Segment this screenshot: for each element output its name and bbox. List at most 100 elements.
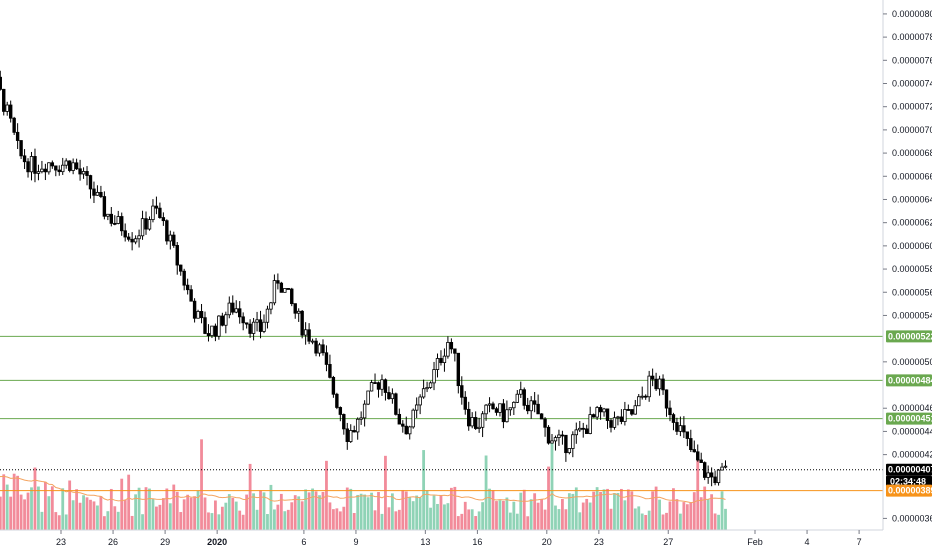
volume-bar — [366, 497, 370, 530]
candle-body — [258, 319, 263, 332]
volume-bar — [651, 491, 655, 530]
volume-bar — [665, 512, 668, 530]
volume-bar — [165, 488, 169, 530]
price-tick-label: 0.00000540 — [892, 310, 932, 320]
volume-bar — [515, 513, 519, 530]
volume-bar — [561, 498, 564, 530]
candle-body — [158, 207, 162, 218]
candle-body — [480, 413, 485, 428]
volume-bar — [127, 474, 131, 530]
time-tick-label: 13 — [420, 537, 430, 547]
candle-body — [95, 191, 100, 196]
time-tick-label: 20 — [542, 537, 552, 547]
volume-bar — [377, 492, 380, 530]
volume-bar — [620, 488, 623, 530]
price-tick-label: 0.00000640 — [892, 194, 932, 204]
volume-bar — [297, 496, 301, 530]
candle-body — [338, 407, 343, 415]
candle-body — [102, 196, 107, 217]
candle-body — [449, 342, 454, 350]
volume-bar — [522, 489, 526, 530]
candle-body — [716, 469, 721, 484]
volume-bar — [92, 501, 96, 530]
candle-body — [224, 314, 228, 326]
volume-bar — [623, 500, 627, 530]
candle-body — [36, 171, 41, 174]
volume-bar — [210, 513, 214, 530]
candle-body — [612, 417, 617, 428]
candle-body — [29, 156, 34, 173]
volume-bar — [661, 514, 665, 530]
price-tick-label: 0.00000660 — [892, 171, 932, 181]
candle-body — [668, 407, 672, 416]
candle-body — [689, 438, 693, 450]
candle-body — [630, 409, 634, 415]
candle-body — [463, 396, 467, 410]
volume-bar — [640, 513, 644, 530]
volume-bar — [647, 510, 651, 530]
volume-bar — [9, 496, 13, 530]
volume-bar — [484, 455, 488, 530]
volume-bar — [78, 502, 82, 530]
candle-body — [331, 376, 336, 395]
volume-bar — [547, 466, 550, 530]
candle-body — [650, 375, 655, 380]
volume-bar — [172, 484, 176, 530]
candle-body — [314, 340, 318, 354]
candle-body — [605, 408, 610, 421]
volume-bar — [238, 510, 242, 530]
volume-bar — [2, 474, 6, 530]
candle-body — [425, 387, 429, 390]
volume-bar — [668, 501, 672, 530]
volume-bar — [40, 511, 44, 530]
candle-body — [227, 302, 231, 316]
volume-bar — [436, 503, 439, 530]
volume-bar — [293, 495, 297, 530]
volume-bar — [71, 500, 75, 530]
candle-body — [536, 403, 540, 415]
time-tick-label: 23 — [594, 537, 604, 547]
candle-body — [720, 466, 724, 471]
candle-body — [414, 404, 419, 411]
candle-body — [303, 329, 308, 336]
volume-bar — [710, 494, 714, 530]
candle-body — [19, 140, 23, 157]
volume-bar — [564, 509, 568, 530]
candle-body — [598, 407, 603, 413]
volume-bar — [397, 509, 401, 530]
candle-body — [460, 385, 464, 398]
time-tick-label: Feb — [747, 537, 763, 547]
volume-bar — [224, 502, 228, 530]
support-resistance-lines — [0, 335, 883, 420]
level-0-tag-label: 0.00000522 — [888, 331, 932, 341]
candle-body — [508, 407, 513, 411]
candle-body — [43, 168, 48, 173]
candle-body — [5, 104, 9, 112]
volume-bar — [606, 488, 609, 530]
volume-bar — [175, 491, 179, 530]
volume-bar — [220, 506, 224, 530]
volume-bar — [654, 486, 658, 530]
candle-body — [283, 288, 287, 293]
volume-bar — [554, 505, 557, 530]
candle-body — [404, 425, 408, 435]
price-tick-label: 0.00000800 — [892, 9, 932, 19]
candle-body — [387, 392, 391, 400]
volume-bar — [491, 490, 495, 530]
volume-bar — [550, 441, 554, 530]
candle-body — [526, 404, 530, 412]
volume-bar — [241, 514, 245, 530]
candle-body — [238, 308, 242, 318]
candle-body — [244, 322, 249, 325]
candle-body — [706, 472, 710, 478]
volume-bar — [196, 490, 200, 530]
candle-body — [185, 284, 190, 291]
volume-bar — [189, 497, 193, 530]
candle-body — [140, 218, 145, 237]
candle-body — [300, 310, 304, 336]
volume-bar — [495, 501, 498, 530]
time-axis[interactable]: 23 26 29 2020 6 9 13 16 20 23 27 Feb 4 7 — [56, 530, 862, 547]
price-axis[interactable]: 0.00000800 0.00000780 0.00000760 0.00000740… — [883, 9, 932, 523]
volume-bar — [533, 493, 537, 530]
